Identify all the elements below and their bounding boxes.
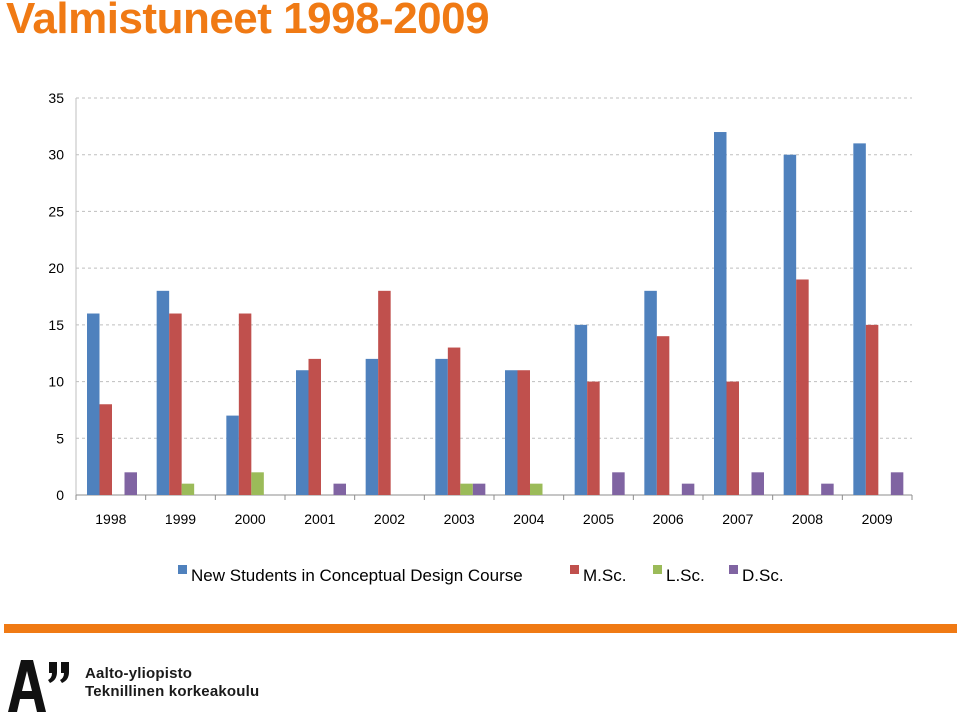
bar [333,483,346,495]
bar [890,472,904,495]
bar [124,472,137,495]
x-tick-label: 2003 [444,511,475,527]
legend-entry: L.Sc. [666,566,705,585]
bar [681,483,695,495]
brand-subtitle: Teknillinen korkeakoulu [85,683,260,700]
y-tick-label: 10 [48,374,64,390]
bar [783,154,797,495]
x-tick-label: 2007 [722,511,753,527]
bar [169,313,182,495]
bar [644,290,657,495]
bar [517,370,530,495]
bar [530,483,543,495]
bar [251,472,264,495]
y-tick-label: 25 [48,203,64,219]
bar [156,290,170,495]
brand-block: Aalto-yliopisto Teknillinen korkeakoulu [85,666,259,699]
y-tick-label: 15 [48,317,64,333]
y-tick-label: 0 [56,487,64,503]
bar [853,143,866,495]
page-title: Valmistuneet 1998-2009 [6,0,490,43]
bar [365,358,379,495]
bar [656,336,670,495]
bar [751,472,764,495]
y-tick-label: 35 [48,90,64,106]
x-tick-label: 1999 [165,511,196,527]
bar [181,483,195,495]
bar [714,132,727,495]
y-tick-label: 20 [48,260,64,276]
bar-chart: 0 5 10 15 20 25 30 35 1998 1999 2000 2001 2002 2003 20… [48,90,913,585]
bar [238,313,252,495]
bar [587,381,600,495]
x-tick-label: 1998 [95,511,126,527]
legend-swatch [570,565,579,574]
x-tick-label: 2005 [583,511,614,527]
bar [226,415,239,495]
bar [378,290,391,495]
x-tick-label: 2002 [374,511,405,527]
bar [308,358,321,495]
bar [505,370,518,495]
bar [726,381,739,495]
bar [472,483,486,495]
x-tick-label: 2006 [653,511,684,527]
brand-name: Aalto-yliopisto [85,665,193,682]
x-tick-label: 2000 [235,511,266,527]
legend-entry: D.Sc. [742,566,784,585]
x-tick-label: 2008 [792,511,823,527]
bar [447,347,461,495]
y-tick-label: 5 [56,430,64,446]
bar [612,472,625,495]
bar [296,370,309,495]
x-tick-label: 2004 [513,511,544,527]
bar [574,324,588,495]
legend-swatch [729,565,738,574]
bar [435,358,448,495]
legend-entry: M.Sc. [583,566,626,585]
legend-swatch [178,565,187,574]
x-tick-label: 2009 [862,511,893,527]
legend-entry: New Students in Conceptual Design Course [191,566,523,585]
y-tick-label: 30 [48,147,64,163]
bar [460,483,473,495]
bar [99,404,112,495]
bar [865,324,879,495]
bar [796,279,809,495]
aalto-logo-icon [8,660,69,712]
bar [821,483,834,495]
x-tick-label: 2001 [304,511,335,527]
footer-accent-bar [4,624,957,633]
legend-swatch [653,565,662,574]
bar [87,313,100,495]
